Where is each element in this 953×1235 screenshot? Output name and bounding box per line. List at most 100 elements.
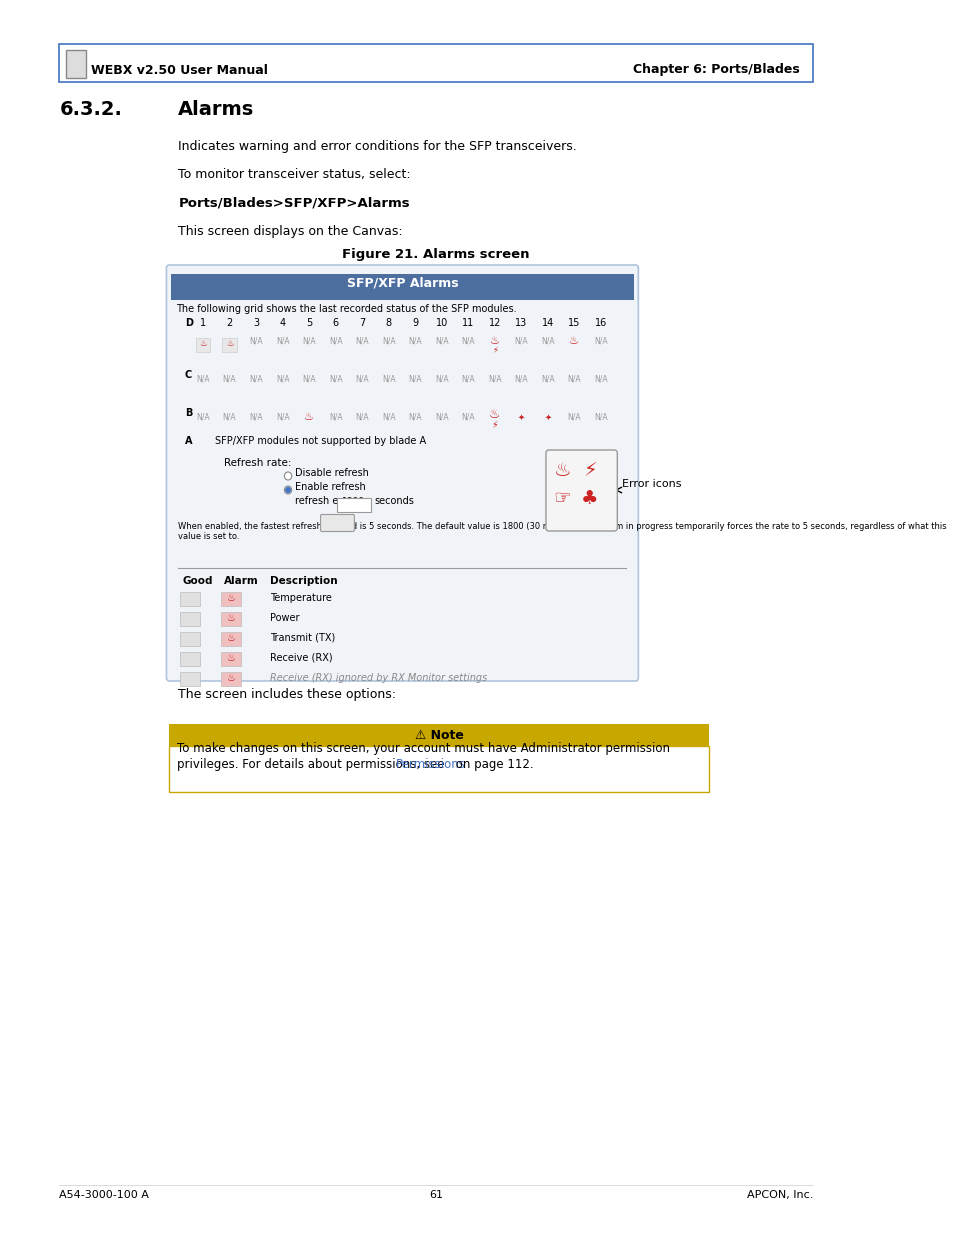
Bar: [171, 274, 633, 300]
Text: ♣: ♣: [580, 489, 598, 509]
Text: N/A: N/A: [594, 412, 607, 421]
Bar: [169, 746, 708, 792]
Text: Receive (RX) ignored by RX Monitor settings: Receive (RX) ignored by RX Monitor setti…: [270, 673, 487, 683]
Text: Power: Power: [270, 613, 299, 622]
Text: The following grid shows the last recorded status of the SFP modules.: The following grid shows the last record…: [176, 304, 517, 314]
Text: 15: 15: [568, 317, 580, 329]
Bar: [180, 632, 200, 646]
Text: Receive (RX): Receive (RX): [270, 653, 332, 663]
Text: 14: 14: [541, 317, 554, 329]
Text: APCON, Inc.: APCON, Inc.: [746, 1191, 812, 1200]
Text: N/A: N/A: [567, 412, 580, 421]
FancyBboxPatch shape: [166, 266, 638, 680]
Text: N/A: N/A: [329, 336, 342, 345]
Text: B: B: [185, 408, 192, 417]
Text: N/A: N/A: [329, 374, 342, 383]
Text: Temperature: Temperature: [270, 593, 332, 603]
Text: ♨: ♨: [227, 593, 235, 603]
Bar: [59, 44, 812, 82]
Bar: [180, 652, 200, 666]
Text: ♨: ♨: [227, 673, 235, 683]
Circle shape: [286, 488, 290, 493]
Text: ♨: ♨: [199, 340, 207, 348]
Circle shape: [284, 487, 292, 494]
Circle shape: [284, 472, 292, 480]
Bar: [221, 592, 241, 606]
Text: This screen displays on the Canvas:: This screen displays on the Canvas:: [178, 225, 402, 238]
Text: Figure 21. Alarms screen: Figure 21. Alarms screen: [342, 248, 530, 261]
Bar: [66, 49, 86, 78]
Text: Error icons: Error icons: [621, 479, 680, 489]
Text: ♨: ♨: [553, 462, 571, 480]
Text: N/A: N/A: [514, 374, 528, 383]
Text: N/A: N/A: [275, 374, 289, 383]
Text: 6: 6: [333, 317, 338, 329]
Text: 11: 11: [461, 317, 474, 329]
Text: ♨: ♨: [489, 336, 499, 346]
Text: 2: 2: [226, 317, 233, 329]
Text: 8: 8: [385, 317, 392, 329]
Text: N/A: N/A: [461, 374, 475, 383]
Text: Indicates warning and error conditions for the SFP transceivers.: Indicates warning and error conditions f…: [178, 140, 577, 153]
Text: privileges. For details about permissions, see: privileges. For details about permission…: [176, 758, 447, 771]
Text: ⚡: ⚡: [491, 420, 497, 430]
Text: N/A: N/A: [435, 374, 448, 383]
Text: Alarm: Alarm: [224, 576, 258, 585]
Text: Alarms: Alarms: [178, 100, 254, 119]
Text: 1800: 1800: [342, 496, 365, 506]
Text: N/A: N/A: [196, 412, 210, 421]
Text: Ports/Blades>SFP/XFP>Alarms: Ports/Blades>SFP/XFP>Alarms: [178, 198, 410, 210]
Text: N/A: N/A: [249, 374, 263, 383]
Bar: [221, 672, 241, 685]
Text: refresh every: refresh every: [295, 496, 360, 506]
Text: N/A: N/A: [355, 412, 369, 421]
Text: 3: 3: [253, 317, 259, 329]
Text: Enable refresh: Enable refresh: [295, 482, 366, 492]
Bar: [195, 338, 210, 352]
Bar: [336, 498, 371, 513]
Text: N/A: N/A: [222, 412, 236, 421]
Text: Transmit (TX): Transmit (TX): [270, 634, 335, 643]
Text: ✦: ✦: [544, 412, 551, 421]
Text: N/A: N/A: [408, 412, 421, 421]
Text: ⚡: ⚡: [582, 462, 597, 480]
Bar: [221, 632, 241, 646]
Text: 6.3.2.: 6.3.2.: [59, 100, 122, 119]
Text: on page 112.: on page 112.: [452, 758, 534, 771]
Text: Chapter 6: Ports/Blades: Chapter 6: Ports/Blades: [632, 63, 799, 77]
Text: N/A: N/A: [249, 412, 263, 421]
Text: The screen includes these options:: The screen includes these options:: [178, 688, 395, 701]
Text: N/A: N/A: [275, 336, 289, 345]
Text: SFP/XFP modules not supported by blade A: SFP/XFP modules not supported by blade A: [214, 436, 426, 446]
Text: D: D: [185, 317, 193, 329]
Text: N/A: N/A: [329, 412, 342, 421]
Bar: [169, 724, 708, 746]
Text: N/A: N/A: [355, 374, 369, 383]
Text: SFP/XFP Alarms: SFP/XFP Alarms: [346, 275, 457, 289]
Text: 5: 5: [306, 317, 312, 329]
Text: N/A: N/A: [594, 336, 607, 345]
Text: N/A: N/A: [302, 374, 315, 383]
Text: To monitor transceiver status, select:: To monitor transceiver status, select:: [178, 168, 411, 182]
Text: 61: 61: [429, 1191, 443, 1200]
Bar: [221, 613, 241, 626]
Text: N/A: N/A: [408, 336, 421, 345]
Text: When enabled, the fastest refresh allowed is 5 seconds. The default value is 180: When enabled, the fastest refresh allowe…: [178, 522, 946, 541]
Text: ♨: ♨: [227, 634, 235, 643]
Text: Good: Good: [183, 576, 213, 585]
Text: N/A: N/A: [567, 374, 580, 383]
Text: 9: 9: [412, 317, 417, 329]
Text: ⚠ Note: ⚠ Note: [415, 729, 463, 741]
Text: 4: 4: [279, 317, 285, 329]
Text: Refresh rate:: Refresh rate:: [224, 458, 292, 468]
Text: Save: Save: [325, 516, 349, 526]
Text: N/A: N/A: [222, 374, 236, 383]
Text: 10: 10: [436, 317, 447, 329]
Text: ♨: ♨: [489, 409, 500, 421]
Text: N/A: N/A: [249, 336, 263, 345]
Text: N/A: N/A: [408, 374, 421, 383]
Text: 13: 13: [515, 317, 527, 329]
FancyBboxPatch shape: [545, 450, 617, 531]
Text: WEBX v2.50 User Manual: WEBX v2.50 User Manual: [91, 63, 268, 77]
Text: N/A: N/A: [540, 336, 554, 345]
